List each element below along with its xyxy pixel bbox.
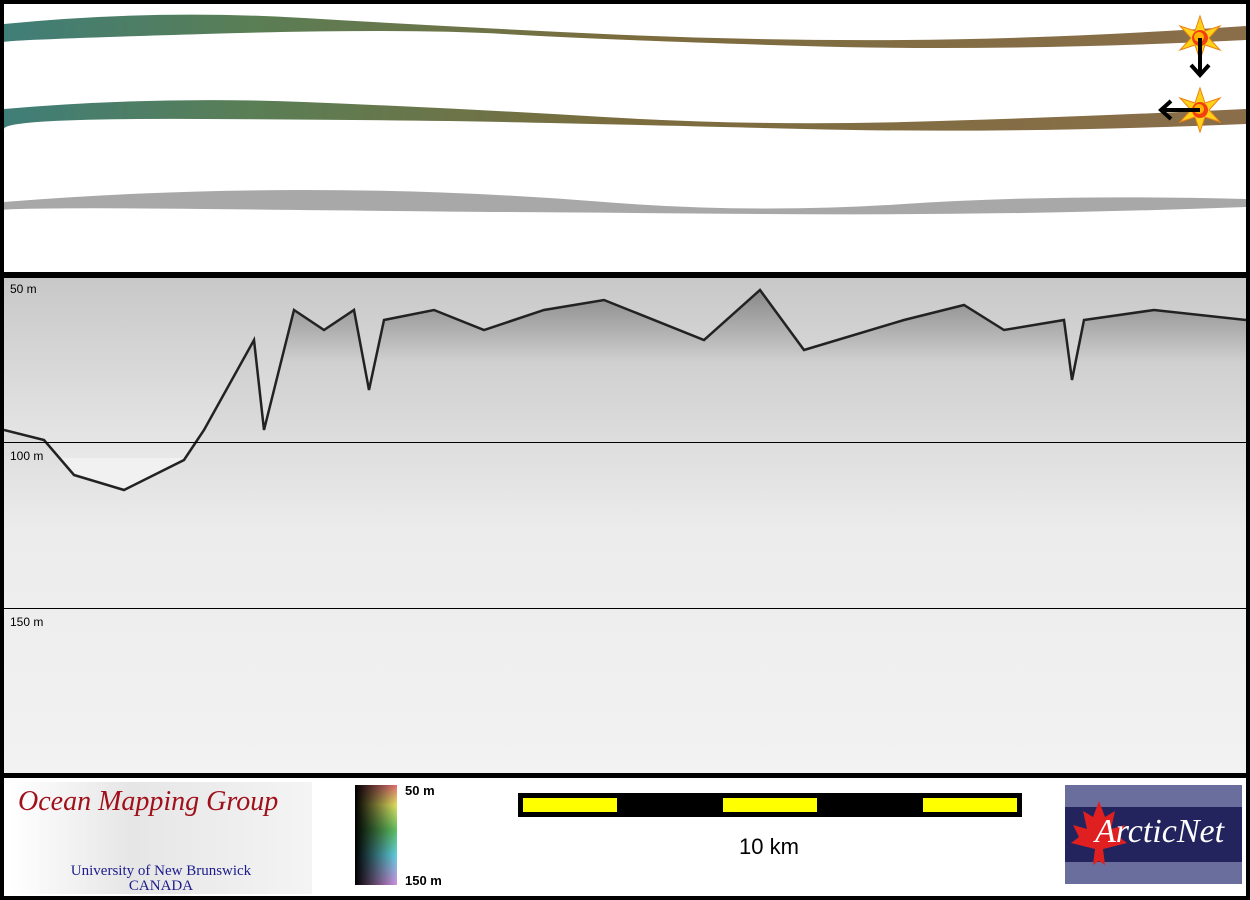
ocean-mapping-group-logo: Ocean Mapping Group University of New Br… [10, 782, 312, 894]
seabed-reflector [4, 288, 1246, 492]
logo-title: Ocean Mapping Group [18, 786, 279, 817]
seabed-fill [4, 290, 1246, 773]
scale-segment [523, 798, 617, 812]
logo-line1: University of New Brunswick [70, 863, 252, 879]
colorbar-bottom-label: 150 m [405, 873, 442, 888]
depth-label-100: 100 m [10, 449, 44, 463]
subbottom-echogram: 50 m 100 m 150 m [4, 278, 1246, 773]
echogram-graphic [4, 278, 1246, 773]
arcticnet-name: ArcticNet [1095, 813, 1225, 850]
swath-strip-2 [4, 100, 1246, 131]
depth-line-100 [4, 442, 1246, 443]
arcticnet-logo: ArcticNet [1065, 785, 1242, 884]
depth-colorbar [355, 785, 397, 885]
depth-label-50: 50 m [10, 282, 37, 296]
legend-panel: Ocean Mapping Group University of New Br… [4, 778, 1246, 896]
colorbar-top-label: 50 m [405, 783, 435, 798]
swath-panel [0, 4, 1246, 272]
backscatter-strip [0, 190, 1246, 216]
scale-bar [518, 793, 1022, 817]
arrow-left-icon [1158, 99, 1200, 121]
arrow-down-icon [1189, 38, 1211, 78]
scale-segment [923, 798, 1017, 812]
scale-segment [723, 798, 817, 812]
scale-label: 10 km [739, 834, 799, 859]
swath-strip-1 [4, 14, 1246, 48]
depth-line-150 [4, 608, 1246, 609]
depth-label-150: 150 m [10, 615, 44, 629]
swath-strips [0, 14, 1246, 216]
maple-leaf-icon [1071, 801, 1127, 865]
logo-line2: CANADA [128, 878, 194, 894]
